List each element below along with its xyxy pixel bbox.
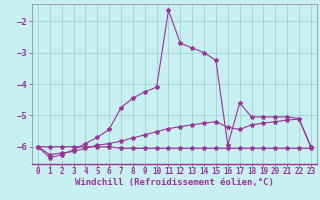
X-axis label: Windchill (Refroidissement éolien,°C): Windchill (Refroidissement éolien,°C) (75, 178, 274, 187)
